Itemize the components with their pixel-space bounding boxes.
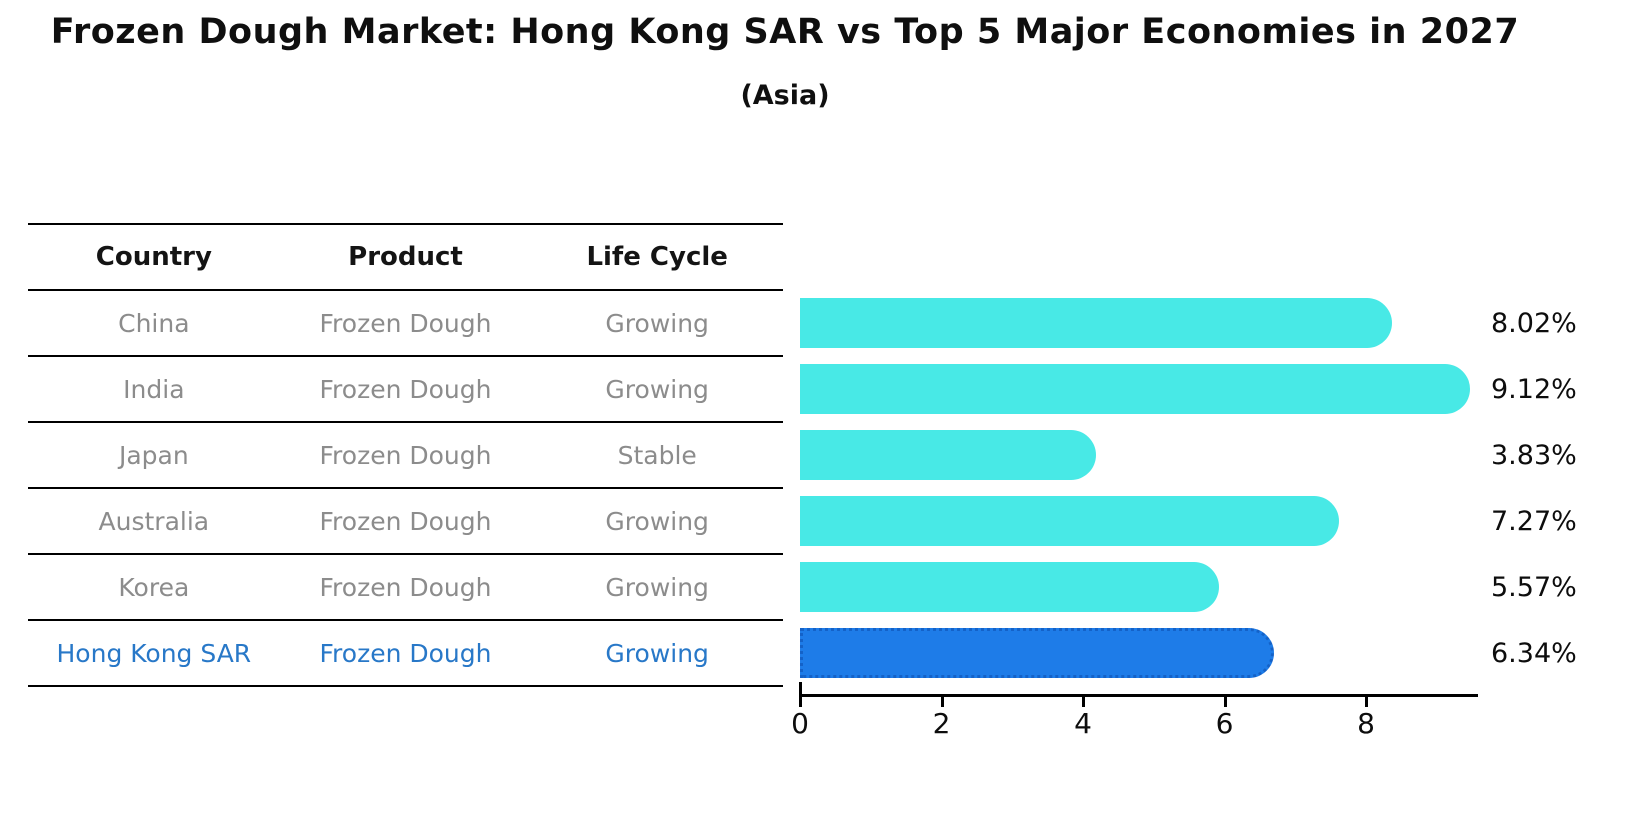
table-header-country: Country	[95, 242, 212, 272]
x-axis-tick	[1365, 697, 1368, 707]
cell-life-cycle: Growing	[605, 308, 709, 338]
bar-japan	[800, 430, 1096, 480]
cell-product: Frozen Dough	[319, 638, 492, 668]
cell-country: China	[118, 308, 190, 338]
value-label: 7.27%	[1491, 506, 1577, 537]
x-axis-origin-stub	[799, 682, 802, 696]
bar-korea	[800, 562, 1220, 612]
value-label: 5.57%	[1491, 572, 1577, 603]
cell-product: Frozen Dough	[319, 506, 492, 536]
x-axis-tick	[940, 697, 944, 707]
table-row: India Frozen Dough Growing	[28, 355, 783, 421]
cell-product: Frozen Dough	[319, 440, 492, 470]
x-axis-tick-label: 2	[932, 707, 951, 740]
bar-china	[800, 298, 1393, 348]
cell-country: Japan	[118, 440, 189, 470]
x-axis-line	[799, 694, 1478, 697]
cell-life-cycle: Growing	[605, 638, 709, 668]
cell-country: India	[123, 374, 185, 404]
bar-india	[800, 364, 1471, 414]
cell-country: Australia	[98, 506, 210, 536]
cell-country: Korea	[118, 572, 190, 602]
value-label: 3.83%	[1491, 440, 1577, 471]
x-axis-tick-label: 0	[791, 707, 809, 740]
x-axis-tick-label: 4	[1074, 707, 1092, 740]
cell-life-cycle: Growing	[605, 506, 709, 536]
x-axis-tick	[799, 697, 802, 707]
bar-hong-kong-sar	[800, 628, 1274, 678]
chart-subtitle: (Asia)	[740, 80, 830, 111]
table-header-life-cycle: Life Cycle	[586, 242, 728, 272]
cell-life-cycle: Growing	[605, 572, 709, 602]
x-axis-tick	[1223, 697, 1227, 707]
table-header-row: Country Product Life Cycle	[28, 223, 783, 289]
chart-title: Frozen Dough Market: Hong Kong SAR vs To…	[50, 12, 1520, 52]
table-header-product: Product	[348, 242, 463, 272]
table-row: China Frozen Dough Growing	[28, 289, 783, 355]
cell-product: Frozen Dough	[319, 572, 492, 602]
cell-product: Frozen Dough	[319, 308, 492, 338]
value-label: 6.34%	[1491, 638, 1577, 669]
value-label: 9.12%	[1491, 374, 1577, 405]
cell-life-cycle: Growing	[605, 374, 709, 404]
table-row: Korea Frozen Dough Growing	[28, 553, 783, 619]
cell-country: Hong Kong SAR	[56, 638, 252, 668]
x-axis-tick	[1082, 697, 1085, 707]
bar-australia	[800, 496, 1340, 546]
cell-life-cycle: Stable	[617, 440, 697, 470]
table-row: Japan Frozen Dough Stable	[28, 421, 783, 487]
x-axis-tick-label: 6	[1215, 707, 1234, 740]
table-row: Australia Frozen Dough Growing	[28, 487, 783, 553]
cell-product: Frozen Dough	[319, 374, 492, 404]
value-label: 8.02%	[1491, 308, 1577, 339]
country-table: Country Product Life Cycle China Frozen …	[28, 223, 783, 687]
table-row-highlighted: Hong Kong SAR Frozen Dough Growing	[28, 619, 783, 685]
x-axis-tick-label: 8	[1357, 707, 1375, 740]
